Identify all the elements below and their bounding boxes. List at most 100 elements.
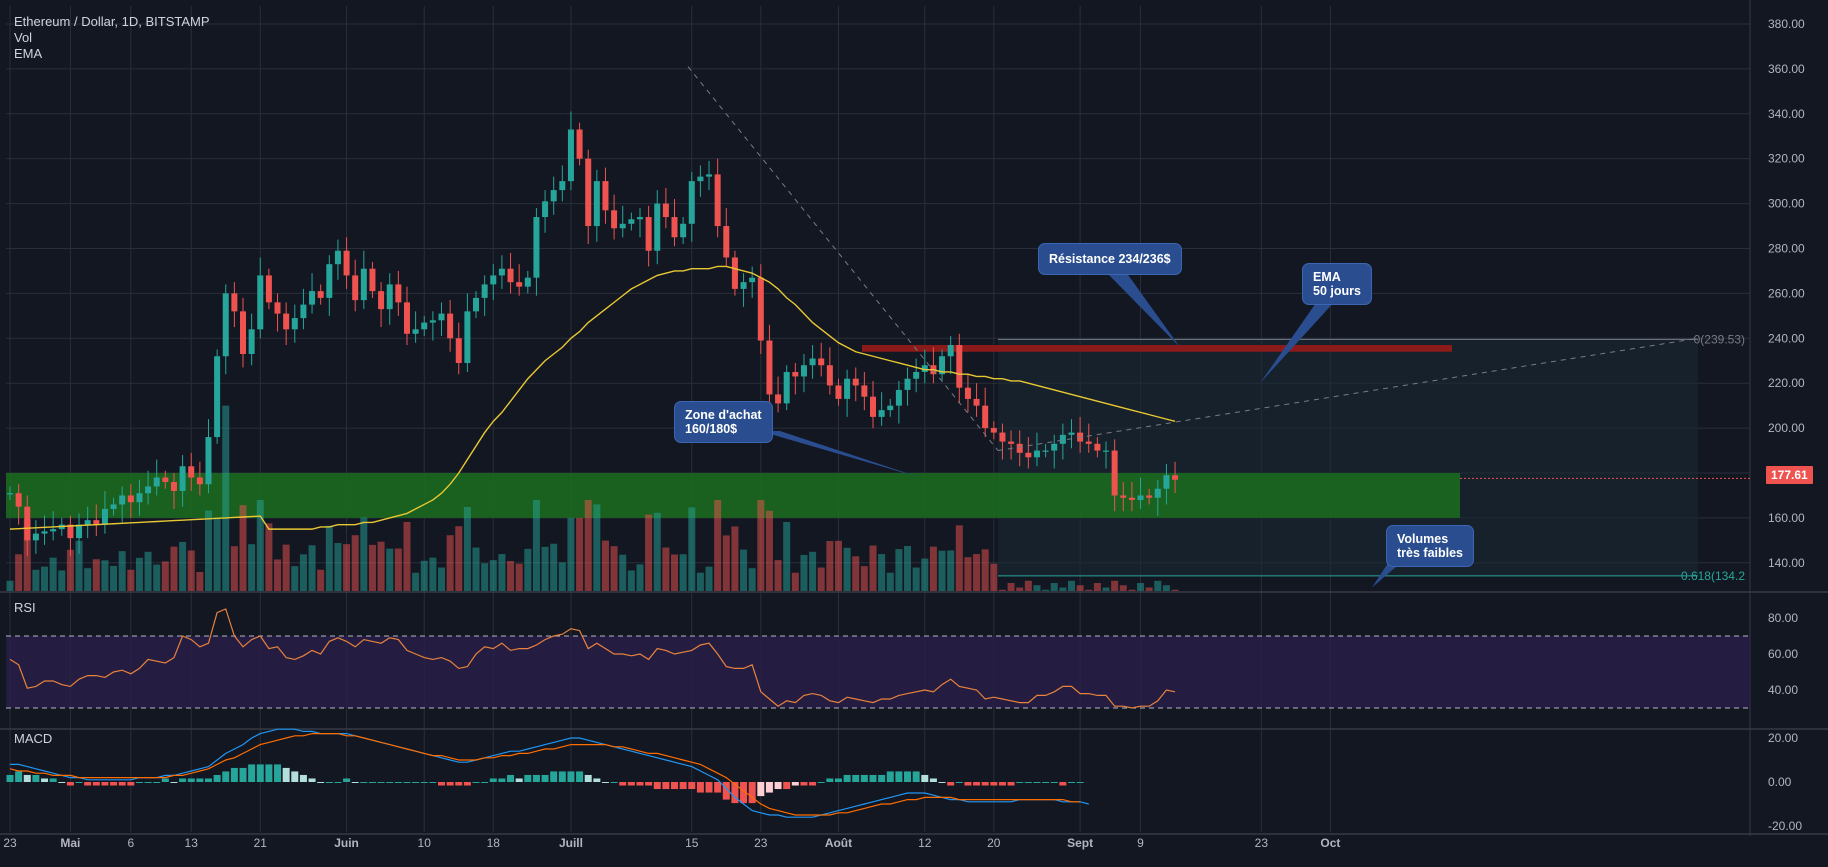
volume-bar-82 <box>714 499 722 591</box>
volume-bar-17 <box>153 564 161 591</box>
macd-hist-bar-79 <box>688 782 696 790</box>
time-tick-label-2: 6 <box>127 836 134 850</box>
macd-legend[interactable]: MACD <box>14 731 53 746</box>
volume-bar-59 <box>515 563 523 591</box>
rsi-pane[interactable]: 80.00 60.00 40.00 <box>6 608 1798 709</box>
candle-77 <box>671 199 678 247</box>
volume-bar-109 <box>947 550 955 591</box>
volume-bar-75 <box>653 512 661 591</box>
volume-bar-87 <box>757 499 765 591</box>
symbol-title[interactable]: Ethereum / Dollar, 1D, BITSTAMP <box>14 14 210 29</box>
candle-body-66 <box>576 129 583 159</box>
volumes-callout[interactable]: Volumes très faibles <box>1386 525 1475 567</box>
volume-bar-1 <box>15 554 23 591</box>
macd-hist-bar-94 <box>817 782 825 783</box>
ema-legend[interactable]: EMA <box>14 46 43 61</box>
volume-bar-131 <box>1137 583 1145 591</box>
candle-113 <box>982 387 989 438</box>
volume-bar-74 <box>645 514 653 591</box>
volume-bar-135 <box>1171 589 1179 591</box>
candle-body-0 <box>7 493 13 495</box>
candle-5 <box>50 511 57 541</box>
macd-hist-bar-119 <box>1033 782 1041 783</box>
candle-body-11 <box>101 508 108 525</box>
volume-bar-117 <box>1016 587 1024 591</box>
drawings-layer[interactable] <box>687 66 1750 588</box>
macd-hist-bar-28 <box>248 764 256 782</box>
price-tick-label-4: 300.00 <box>1768 197 1805 211</box>
candle-body-111 <box>964 387 971 399</box>
volume-bar-13 <box>118 551 126 591</box>
macd-hist-bar-54 <box>472 782 480 783</box>
candle-body-23 <box>205 437 212 485</box>
macd-pane[interactable]: 20.00 0.00 -20.00 <box>6 728 1803 833</box>
macd-hist-bar-55 <box>481 782 489 783</box>
volume-bar-16 <box>144 551 152 591</box>
macd-hist-bar-20 <box>179 778 187 782</box>
macd-hist-bar-76 <box>662 782 670 790</box>
candle-106 <box>921 349 928 384</box>
fib-618-label: 0.618(134.2 <box>1681 569 1745 583</box>
candle-body-135 <box>1172 475 1179 480</box>
volume-bar-29 <box>256 499 264 591</box>
candle-14 <box>127 484 134 518</box>
candle-body-74 <box>645 217 652 251</box>
candle-body-79 <box>688 181 695 224</box>
candle-61 <box>533 208 540 296</box>
candle-body-55 <box>481 284 488 298</box>
macd-hist-bar-102 <box>886 771 894 782</box>
volume-bar-132 <box>1145 587 1153 591</box>
candle-85 <box>740 273 747 307</box>
volumes-callout-line1: Volumes <box>1397 532 1449 546</box>
candlesticks[interactable] <box>7 111 1179 557</box>
candle-body-32 <box>283 313 290 330</box>
macd-hist-bar-57 <box>498 778 506 782</box>
macd-hist-bar-87 <box>757 782 765 797</box>
macd-hist-bar-75 <box>653 782 661 790</box>
volume-bar-12 <box>110 565 118 591</box>
macd-hist-bar-109 <box>947 782 955 786</box>
candle-body-58 <box>507 268 514 283</box>
macd-hist-bar-65 <box>567 771 575 782</box>
macd-hist-bar-85 <box>740 782 748 804</box>
candle-body-77 <box>671 217 678 238</box>
macd-hist-bar-52 <box>455 782 463 786</box>
candle-84 <box>731 250 738 296</box>
macd-hist-bar-49 <box>429 782 437 783</box>
candle-34 <box>300 288 307 330</box>
volume-bar-72 <box>627 570 635 591</box>
volume-bar-120 <box>1042 589 1050 591</box>
candle-body-114 <box>990 428 997 433</box>
candle-35 <box>309 273 316 314</box>
volume-bar-114 <box>990 563 998 591</box>
candle-70 <box>611 194 618 240</box>
fibonacci-area <box>998 339 1698 576</box>
volume-bar-24 <box>213 517 221 591</box>
candle-0 <box>7 486 13 500</box>
macd-hist-bar-26 <box>230 767 238 782</box>
volume-bar-10 <box>92 559 100 591</box>
candle-4 <box>41 515 48 545</box>
candle-87 <box>757 264 764 355</box>
macd-hist-bar-12 <box>110 782 118 786</box>
ema-callout[interactable]: EMA 50 jours <box>1302 263 1372 305</box>
volume-legend[interactable]: Vol <box>14 30 33 45</box>
macd-hist-bar-11 <box>101 782 109 786</box>
resistance-callout[interactable]: Résistance 234/236$ <box>1038 243 1182 275</box>
volume-bar-89 <box>774 560 782 591</box>
candle-17 <box>153 459 160 496</box>
rsi-legend[interactable]: RSI <box>14 600 36 615</box>
candle-30 <box>265 268 272 310</box>
candle-body-128 <box>1111 450 1118 496</box>
candle-body-45 <box>395 284 402 303</box>
candle-37 <box>326 255 333 316</box>
fib-top-label: 0(239.53) <box>1694 332 1745 346</box>
buy-zone-callout[interactable]: Zone d'achat 160/180$ <box>674 401 773 443</box>
volume-bar-64 <box>558 562 566 591</box>
candle-body-65 <box>567 129 574 182</box>
time-tick-label-4: 21 <box>254 836 268 850</box>
time-tick-label-8: Juill <box>559 836 583 850</box>
macd-hist-bar-8 <box>75 782 83 783</box>
